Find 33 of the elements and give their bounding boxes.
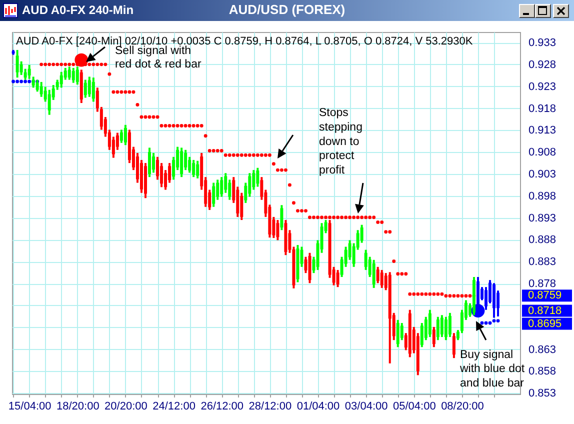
text: 0.8759 [528,290,562,302]
y-tick-label: 0.933 [528,37,556,50]
y-tick-label: 0.878 [528,278,556,290]
x-tick-label: 03/04:00 [344,400,388,412]
chart-title: AUD/USD (FOREX) [228,2,346,18]
x-tick-label: 05/04:00 [392,400,436,412]
x-tick-label: 18/20:00 [56,400,100,412]
y-tick-label: 0.908 [528,146,556,159]
text: 0.8695 [528,318,562,330]
text: 0.8718 [528,304,562,317]
x-tick-label: 28/12:00 [248,400,292,412]
y-tick-label: 0.853 [528,388,556,400]
x-tick-label: 24/12:00 [152,400,196,412]
x-tick-label: 20/20:00 [104,400,148,412]
y-tick-label: 0.858 [528,366,556,378]
y-tick-label: 0.928 [528,58,556,71]
x-tick-label: 08/20:00 [441,400,484,412]
x-tick-label: 15/04:00 [8,400,52,412]
x-tick-label: 26/12:00 [200,400,244,412]
y-tick-label: 0.903 [528,168,556,180]
y-tick-label: 0.883 [528,256,556,268]
y-tick-label: 0.863 [528,344,556,356]
x-tick-label: 01/04:00 [296,400,340,412]
y-tick-label: 0.893 [528,212,556,224]
y-tick-label: 0.923 [528,80,556,93]
annotation: Sell signal with red dot & red bar [115,45,202,70]
y-tick-label: 0.918 [528,102,556,115]
text: AUD A0-FX 240-Min [22,3,134,18]
annotation: Stops stepping down to protect profit [319,107,362,177]
y-tick-label: 0.913 [528,124,556,137]
annotation: Buy signal with blue dot and blue bar [459,349,526,390]
y-tick-label: 0.898 [528,190,556,202]
y-tick-label: 0.888 [528,234,556,246]
